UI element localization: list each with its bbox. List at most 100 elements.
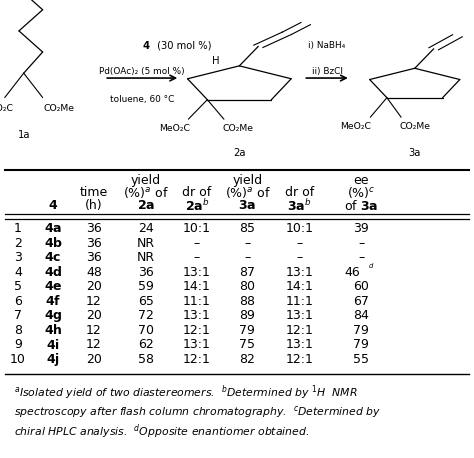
Text: 80: 80: [239, 280, 255, 293]
Text: 36: 36: [138, 266, 154, 278]
Text: 82: 82: [239, 353, 255, 365]
Text: 20: 20: [86, 309, 102, 322]
Text: spectroscopy after flash column chromatography.  $^c$Determined by: spectroscopy after flash column chromato…: [14, 404, 381, 420]
Text: 79: 79: [353, 324, 369, 337]
Text: i) NaBH₄: i) NaBH₄: [309, 41, 346, 50]
Text: NR: NR: [137, 237, 155, 250]
Text: CO₂Me: CO₂Me: [400, 122, 431, 131]
Text: 13:1: 13:1: [183, 309, 210, 322]
Text: 10:1: 10:1: [182, 222, 211, 235]
Text: 3: 3: [14, 251, 22, 264]
Text: $\mathbf{4i}$: $\mathbf{4i}$: [46, 338, 60, 352]
Text: 79: 79: [239, 324, 255, 337]
Text: dr of: dr of: [285, 186, 314, 199]
Text: MeO₂C: MeO₂C: [341, 122, 372, 131]
Text: CO₂Me: CO₂Me: [223, 125, 254, 133]
Text: 13:1: 13:1: [183, 266, 210, 278]
Text: H: H: [212, 56, 219, 66]
Text: yield: yield: [131, 174, 161, 187]
Text: MeO₂C: MeO₂C: [0, 104, 13, 114]
Text: $\mathbf{4h}$: $\mathbf{4h}$: [44, 323, 63, 337]
Text: 36: 36: [86, 222, 102, 235]
Text: 46: 46: [345, 266, 361, 278]
Text: 8: 8: [14, 324, 22, 337]
Text: $\mathbf{4c}$: $\mathbf{4c}$: [45, 251, 62, 264]
Text: –: –: [296, 251, 303, 264]
Text: 39: 39: [353, 222, 369, 235]
Text: dr of: dr of: [182, 186, 211, 199]
Text: 58: 58: [138, 353, 154, 365]
Text: 10: 10: [10, 353, 26, 365]
Text: –: –: [193, 251, 200, 264]
Text: 11:1: 11:1: [286, 294, 313, 308]
Text: 55: 55: [353, 353, 369, 365]
Text: (h): (h): [85, 199, 103, 212]
Text: 12:1: 12:1: [183, 353, 210, 365]
Text: –: –: [244, 237, 251, 250]
Text: 7: 7: [14, 309, 22, 322]
Text: –: –: [193, 237, 200, 250]
Text: $\mathbf{3a}$: $\mathbf{3a}$: [238, 199, 256, 212]
Text: 9: 9: [14, 338, 22, 351]
Text: ii) BzCl: ii) BzCl: [311, 67, 343, 76]
Text: (%)$^a$ of: (%)$^a$ of: [225, 185, 270, 200]
Text: $\mathbf{4b}$: $\mathbf{4b}$: [44, 236, 63, 250]
Text: 36: 36: [86, 237, 102, 250]
Text: 13:1: 13:1: [286, 309, 313, 322]
Text: ee: ee: [354, 174, 369, 187]
Text: $^a$Isolated yield of two diastereomers.  $^b$Determined by $^1$H  NMR: $^a$Isolated yield of two diastereomers.…: [14, 384, 358, 402]
Text: 12: 12: [86, 324, 102, 337]
Text: 12:1: 12:1: [286, 324, 313, 337]
Text: 89: 89: [239, 309, 255, 322]
Text: 1: 1: [14, 222, 22, 235]
Text: 70: 70: [138, 324, 154, 337]
Text: 2a: 2a: [233, 148, 246, 158]
Text: $^{d}$: $^{d}$: [368, 263, 375, 273]
Text: CO₂Me: CO₂Me: [44, 104, 75, 114]
Text: 87: 87: [239, 266, 255, 278]
Text: $\mathbf{2a}$$^b$: $\mathbf{2a}$$^b$: [184, 198, 209, 214]
Text: 13:1: 13:1: [286, 338, 313, 351]
Text: 12: 12: [86, 294, 102, 308]
Text: 72: 72: [138, 309, 154, 322]
Text: yield: yield: [232, 174, 263, 187]
Text: 11:1: 11:1: [183, 294, 210, 308]
Text: 48: 48: [86, 266, 102, 278]
Text: 10:1: 10:1: [285, 222, 314, 235]
Text: 12: 12: [86, 338, 102, 351]
Text: time: time: [80, 186, 108, 199]
Text: 20: 20: [86, 353, 102, 365]
Text: 88: 88: [239, 294, 255, 308]
Text: $\mathbf{4j}$: $\mathbf{4j}$: [46, 350, 60, 367]
Text: MeO₂C: MeO₂C: [159, 125, 190, 133]
Text: 14:1: 14:1: [183, 280, 210, 293]
Text: 14:1: 14:1: [286, 280, 313, 293]
Text: 24: 24: [138, 222, 154, 235]
Text: 13:1: 13:1: [183, 338, 210, 351]
Text: –: –: [358, 237, 365, 250]
Text: $\mathbf{4f}$: $\mathbf{4f}$: [45, 294, 61, 308]
Text: 4: 4: [14, 266, 22, 278]
Text: Pd(OAc)₂ (5 mol %): Pd(OAc)₂ (5 mol %): [100, 67, 185, 76]
Text: 85: 85: [239, 222, 255, 235]
Text: –: –: [296, 237, 303, 250]
Text: 62: 62: [138, 338, 154, 351]
Text: 5: 5: [14, 280, 22, 293]
Text: 12:1: 12:1: [183, 324, 210, 337]
Text: 20: 20: [86, 280, 102, 293]
Text: 1a: 1a: [18, 130, 30, 140]
Text: 4: 4: [142, 40, 149, 50]
Text: (30 mol %): (30 mol %): [154, 40, 211, 50]
Text: of $\mathbf{3a}$: of $\mathbf{3a}$: [344, 199, 378, 213]
Text: (%)$^a$ of: (%)$^a$ of: [123, 185, 169, 200]
Text: 84: 84: [353, 309, 369, 322]
Text: 13:1: 13:1: [286, 266, 313, 278]
Text: $\mathbf{4e}$: $\mathbf{4e}$: [44, 280, 63, 293]
Text: (%)$^c$: (%)$^c$: [347, 185, 375, 200]
Text: $\mathbf{4a}$: $\mathbf{4a}$: [44, 222, 62, 235]
Text: –: –: [358, 251, 365, 264]
Text: 2: 2: [14, 237, 22, 250]
Text: $\mathbf{2a}$: $\mathbf{2a}$: [137, 199, 155, 212]
Text: 67: 67: [353, 294, 369, 308]
Text: 6: 6: [14, 294, 22, 308]
